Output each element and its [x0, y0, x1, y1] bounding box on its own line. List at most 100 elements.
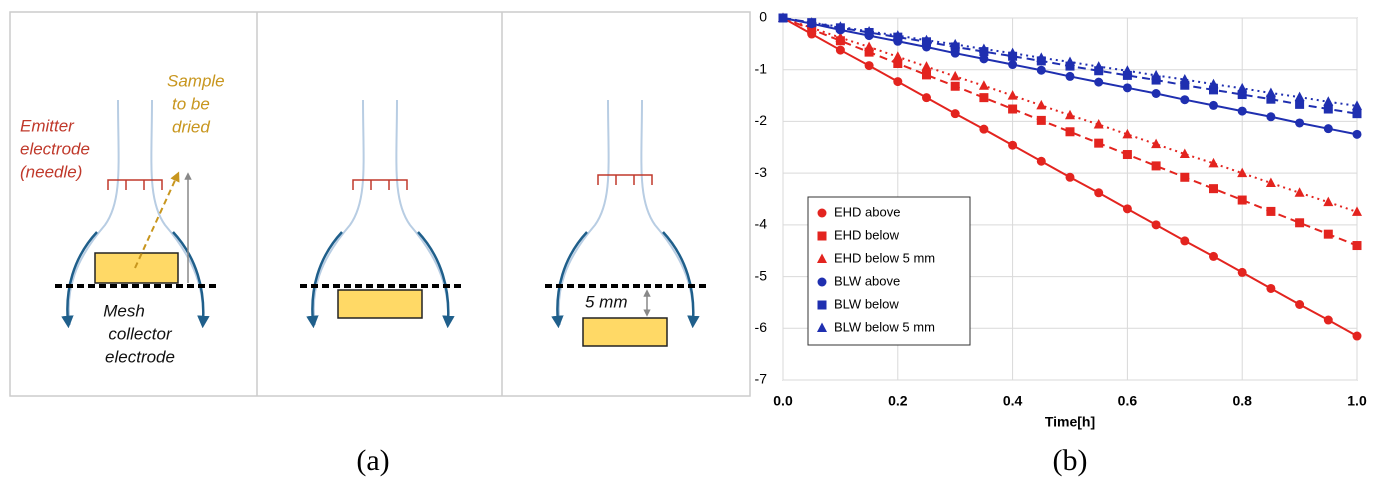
point [1237, 267, 1247, 277]
point [922, 70, 931, 80]
point [893, 77, 903, 87]
point [1237, 82, 1248, 93]
series-line [782, 17, 1358, 247]
panel-below-5mm [545, 100, 708, 347]
point [1122, 128, 1133, 139]
point [1208, 78, 1219, 89]
point [979, 54, 989, 64]
point [1151, 75, 1161, 85]
point [950, 70, 961, 81]
y-tick-label: -3 [755, 164, 768, 180]
point [1007, 90, 1018, 100]
point [1065, 127, 1075, 137]
point [1352, 100, 1362, 110]
point [1094, 66, 1104, 76]
x-tick-label: 0.2 [888, 393, 908, 409]
point [1294, 91, 1305, 102]
point [1065, 71, 1075, 81]
point [950, 81, 960, 91]
y-tick-label: 0 [759, 9, 767, 25]
point [1209, 100, 1218, 110]
point [1036, 156, 1046, 166]
point [1209, 85, 1218, 95]
y-tick-label: -4 [755, 216, 768, 232]
point [1266, 206, 1276, 216]
point [1180, 80, 1190, 90]
point [1323, 315, 1333, 325]
point [1352, 206, 1362, 216]
point [1295, 118, 1305, 128]
series-line [782, 17, 1358, 213]
legend-label: BLW below [834, 296, 899, 311]
point [1295, 218, 1305, 228]
point [864, 25, 875, 36]
x-tick-label: 0.0 [773, 393, 793, 409]
point [1237, 167, 1248, 178]
point [1151, 220, 1161, 230]
point [817, 231, 827, 241]
point [1180, 95, 1190, 105]
y-tick-label: -1 [755, 60, 768, 76]
legend-label: EHD above [834, 204, 900, 219]
mesh-label: Mesh collector electrode [103, 301, 175, 366]
point [978, 43, 989, 54]
legend-label: BLW above [834, 273, 900, 288]
point [1094, 77, 1104, 87]
point [864, 41, 875, 51]
point [1266, 112, 1276, 122]
point [1323, 229, 1333, 239]
point [1179, 148, 1190, 159]
point [1323, 96, 1334, 106]
point [1008, 104, 1018, 114]
point [1122, 204, 1132, 214]
point [1122, 65, 1133, 75]
x-tick-label: 1.0 [1347, 393, 1367, 409]
point [1352, 109, 1362, 119]
legend: EHD above EHD below EHD below 5 mm BLW abov… [807, 196, 971, 346]
x-tick-label: 0.8 [1232, 393, 1252, 409]
point [1237, 195, 1247, 205]
point [1323, 104, 1333, 114]
sample-label: Sample to be dried [167, 71, 225, 136]
point [1036, 99, 1047, 110]
point [1093, 61, 1104, 71]
legend-label: BLW below 5 mm [834, 319, 935, 334]
point [1008, 140, 1018, 150]
point [1094, 138, 1104, 148]
point [1036, 115, 1046, 125]
point [1036, 52, 1047, 62]
point [978, 80, 989, 90]
point [979, 124, 989, 134]
point [1151, 69, 1162, 80]
y-tick-label: -5 [755, 267, 768, 283]
point [778, 12, 788, 22]
point [817, 253, 827, 263]
point [1122, 83, 1132, 93]
point [921, 61, 932, 71]
point [1179, 74, 1190, 84]
point [1295, 99, 1305, 109]
point [864, 61, 874, 71]
point [1266, 94, 1276, 104]
point [892, 51, 903, 61]
panel-below [300, 100, 463, 325]
sample [582, 317, 668, 347]
x-tick-label: 0.6 [1118, 393, 1138, 409]
point [835, 32, 846, 42]
label-line: (needle) [20, 162, 82, 181]
point [1266, 283, 1276, 293]
point [1295, 299, 1305, 309]
point [1180, 172, 1190, 182]
point [806, 17, 817, 27]
point [817, 208, 827, 218]
point [1294, 187, 1305, 197]
label-line: collector [108, 324, 173, 343]
point [835, 45, 845, 55]
point [1007, 47, 1018, 58]
point [817, 322, 827, 332]
point [979, 93, 989, 103]
legend-label: EHD below [834, 227, 900, 242]
point [1008, 60, 1018, 70]
point [817, 277, 827, 287]
